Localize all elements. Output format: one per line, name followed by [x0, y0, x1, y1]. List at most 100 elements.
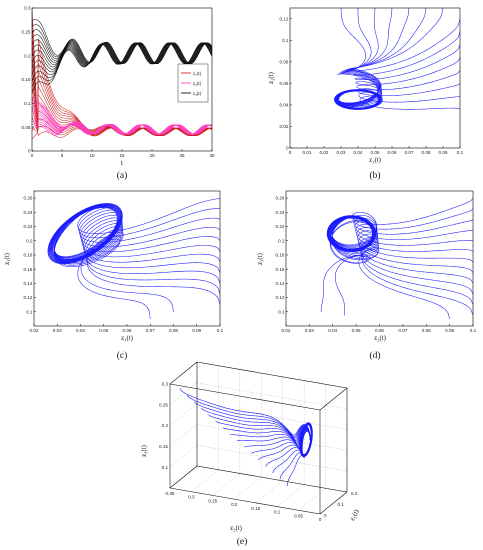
panel-a-ticks: 0 5 10 15 20 25 30 0 0.05 0.1 0.15 0.2 0.25 0.3 — [22, 6, 215, 158]
y-tick-label: 0.22 — [276, 224, 285, 229]
trajectory-line — [208, 414, 311, 441]
trajectory-line — [338, 18, 460, 104]
grid-line — [196, 382, 348, 409]
x-tick-label: 5 — [61, 153, 64, 158]
panel-b-ylabel: z₂(t) — [268, 72, 275, 84]
x-tick-label: 0.08 — [169, 328, 178, 333]
limit-cycle-line — [48, 203, 122, 264]
trajectory-line — [331, 222, 473, 252]
y-tick-label: 0.2 — [278, 238, 285, 243]
y-tick-label: 0.16 — [276, 267, 285, 272]
x-tick-label: 0.04 — [354, 150, 363, 155]
grid-line — [196, 424, 348, 451]
x-tick-label: 30 — [209, 153, 215, 158]
y-tick-label: 0 — [28, 149, 31, 154]
panel-a-data-layer — [32, 8, 212, 140]
box-edge — [169, 465, 198, 489]
panel-a-legend: z₁(t) z₂(t) z₃(t) — [177, 63, 209, 103]
panel-e-zlabel: z₃(t) — [141, 445, 148, 457]
limit-cycle-line — [326, 215, 377, 253]
legend-label-z3: z₃(t) — [193, 92, 202, 97]
z1-tick-label: 0.1 — [338, 502, 345, 507]
y-tick-label: 0.25 — [22, 29, 31, 34]
z3-tick-label: 0.1 — [162, 465, 169, 470]
panel-a-xlabel: t — [121, 160, 123, 167]
y-tick-label: 0.2 — [24, 53, 31, 58]
panel-a-time-series: 0 5 10 15 20 25 30 0 0.05 0.1 0.15 0.2 0.25 0.3 t z₁(… — [22, 6, 215, 181]
panel-e-ticks: 0.35 0.3 0.25 0.2 0.15 0.1 0.05 00 0.1 0.2 0.1 0.15… — [159, 382, 358, 522]
panel-c-xlabel: z₁(t) — [121, 335, 133, 342]
limit-cycle-line — [52, 207, 118, 261]
x-tick-label: 0.03 — [337, 150, 346, 155]
trajectory-line — [338, 83, 460, 107]
panel-d-phase-z2-z3: 0.02 0.03 0.04 0.05 0.06 0.07 0.08 0.09 0.1 0.1 0.… — [257, 190, 477, 361]
y-tick-label: 0 — [286, 146, 289, 151]
x-tick-label: 0.04 — [328, 328, 337, 333]
z2-tick-label: 0.2 — [231, 502, 238, 507]
trajectory-line — [201, 407, 311, 440]
panel-e-ylabel: z₁(t) — [349, 508, 361, 522]
grid-line — [196, 445, 348, 472]
x-tick-label: 0 — [31, 153, 34, 158]
y-tick-label: 0.26 — [276, 196, 285, 201]
x-tick-label: 0.09 — [445, 328, 454, 333]
x-tick-label: 0.01 — [303, 150, 312, 155]
box-edge — [319, 387, 348, 411]
grid-line — [196, 403, 348, 430]
panel-e-data-layer — [179, 388, 313, 487]
x-tick-label: 0.08 — [422, 150, 431, 155]
x-tick-label: 0.1 — [470, 328, 477, 333]
y-tick-label: 0.16 — [24, 267, 33, 272]
y-tick-label: 0.18 — [24, 253, 33, 258]
limit-cycle-line — [327, 215, 376, 252]
x-tick-label: 0.03 — [305, 328, 314, 333]
x-tick-label: 0.07 — [398, 328, 407, 333]
limit-cycle-line — [329, 217, 374, 251]
x-tick-label: 0.1 — [217, 328, 224, 333]
x-tick-label: 0.05 — [352, 328, 361, 333]
x-tick-label: 0 — [289, 150, 292, 155]
x-tick-label: 20 — [149, 153, 155, 158]
limit-cycle-line — [49, 204, 121, 263]
y-tick-label: 0.14 — [276, 281, 285, 286]
panel-d-data-layer — [320, 197, 473, 319]
box-edge — [319, 491, 348, 515]
x-tick-label: 0.08 — [422, 328, 431, 333]
y-tick-label: 0.2 — [26, 238, 33, 243]
trajectory-line — [338, 70, 460, 106]
box-edge — [196, 465, 348, 493]
legend-label-z1: z₁(t) — [193, 72, 202, 77]
y-tick-label: 0.14 — [24, 281, 33, 286]
trajectory-line — [338, 8, 444, 104]
x-tick-label: 25 — [179, 153, 185, 158]
z2-tick-label: 0.25 — [208, 498, 217, 503]
panel-d-ticks: 0.02 0.03 0.04 0.05 0.06 0.07 0.08 0.09 0.1 0.1 0.… — [276, 196, 477, 333]
trajectory-line — [53, 209, 220, 258]
y-tick-label: 0.24 — [24, 210, 33, 215]
trajectory-line — [54, 214, 220, 259]
y-tick-label: 0.18 — [276, 253, 285, 258]
trajectory-line — [330, 220, 371, 316]
limit-cycle-line — [51, 206, 119, 262]
x-tick-label: 0.05 — [99, 328, 108, 333]
x-tick-label: 0.06 — [375, 328, 384, 333]
panel-d-label: (d) — [369, 350, 380, 361]
y-tick-label: 0.22 — [24, 224, 33, 229]
box-edge — [196, 361, 348, 389]
trajectory-line — [193, 401, 311, 440]
z3-tick-label: 0.3 — [162, 382, 169, 387]
x-tick-label: 0.07 — [405, 150, 414, 155]
y-tick-label: 0.15 — [22, 77, 31, 82]
panel-d-ylabel: z₃(t) — [257, 253, 264, 265]
x-tick-label: 0.02 — [320, 150, 329, 155]
y-tick-label: 0.04 — [280, 103, 289, 108]
panel-c-label: (c) — [117, 350, 128, 361]
panel-b-ticks: 0 0.01 0.02 0.03 0.04 0.05 0.06 0.07 0.08 0.09 0.1… — [280, 16, 464, 155]
series-line-z3(t) — [32, 19, 212, 65]
trajectory-line — [186, 394, 311, 440]
legend-label-z2: z₂(t) — [193, 82, 202, 87]
z3-tick-label: 0.15 — [159, 444, 168, 449]
trajectory-line — [53, 212, 220, 259]
